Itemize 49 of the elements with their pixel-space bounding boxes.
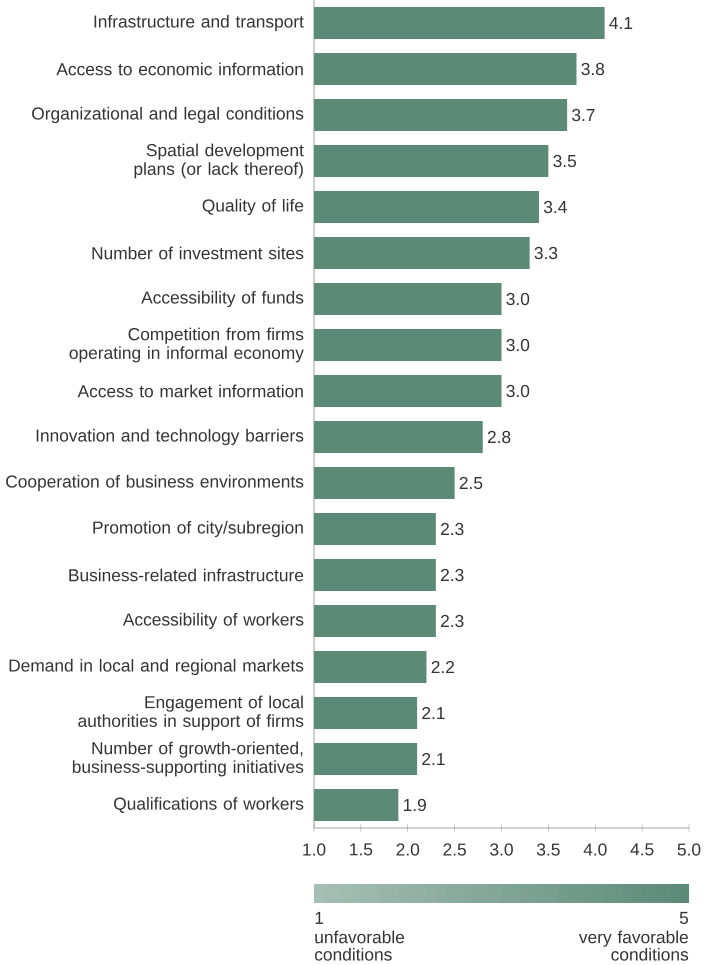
x-tick-label: 4.5 [630,843,654,856]
data-label: 3.0 [506,338,530,352]
x-tick-label: 5.0 [678,843,700,856]
data-label: 3.0 [506,292,530,306]
data-label: 3.7 [572,108,595,122]
y-tick-label: Number of investment sites [92,246,304,260]
y-tick-label: Qualifications of workers [114,797,304,813]
x-tick-label: 3.0 [490,843,513,856]
y-tick-label: Engagement of local authorities in support of firms [78,696,304,730]
color-bar-label: 5 [680,912,688,924]
data-label: 2.3 [441,614,464,628]
y-tick-label: Competition from firms operating in informal economy [70,328,304,362]
x-tick-label: 2.5 [443,843,466,856]
y-tick-label: Number of growth-oriented, business-supporting initiatives [72,742,304,776]
y-tick-label: Organizational and legal conditions [32,106,304,124]
y-tick-label: Promotion of city/subregion [93,520,303,538]
data-label: 3.8 [581,62,604,76]
x-tick-label: 2.0 [396,843,420,856]
data-label: 2.8 [488,430,510,444]
text: very favorable conditions [578,930,688,961]
y-tick-label: Infrastructure and transport [94,14,304,32]
color-bar-label: 1 [316,912,324,924]
data-label: 2.3 [441,522,464,536]
data-label: 1.9 [404,798,426,812]
y-tick-label: Demand in local and regional markets [10,658,304,676]
x-tick-label: 4.0 [584,843,607,856]
x-tick-label: 3.5 [536,843,560,856]
y-tick-label: Quality of life [202,198,304,216]
x-tick-label: 1.5 [350,843,372,856]
y-tick-label: Access to economic information [56,62,303,76]
data-label: 2.1 [422,752,445,766]
y-tick-label: Business-related infrastructure [69,568,304,582]
text: unfavorable conditions [314,930,404,961]
y-tick-label: Spatial development plans (or lack thereof) [134,144,304,178]
y-tick-label: Innovation and technology barriers [36,428,304,446]
x-tick-label: 1.0 [303,843,326,856]
data-label: 2.1 [422,706,445,720]
data-label: 2.2 [432,660,454,674]
data-label: 3.5 [553,154,576,168]
y-tick-label: Access to market information [78,384,303,398]
y-tick-label: Cooperation of business environments [6,474,304,492]
data-label: 3.4 [544,200,567,214]
data-label: 2.5 [460,476,482,490]
data-label: 3.0 [506,384,530,398]
y-tick-label: Accessibility of funds [141,290,304,308]
data-label: 2.3 [441,568,464,582]
data-label: 3.3 [534,246,558,260]
data-label: 4.1 [609,17,632,29]
y-tick-label: Accessibility of workers [122,612,304,630]
